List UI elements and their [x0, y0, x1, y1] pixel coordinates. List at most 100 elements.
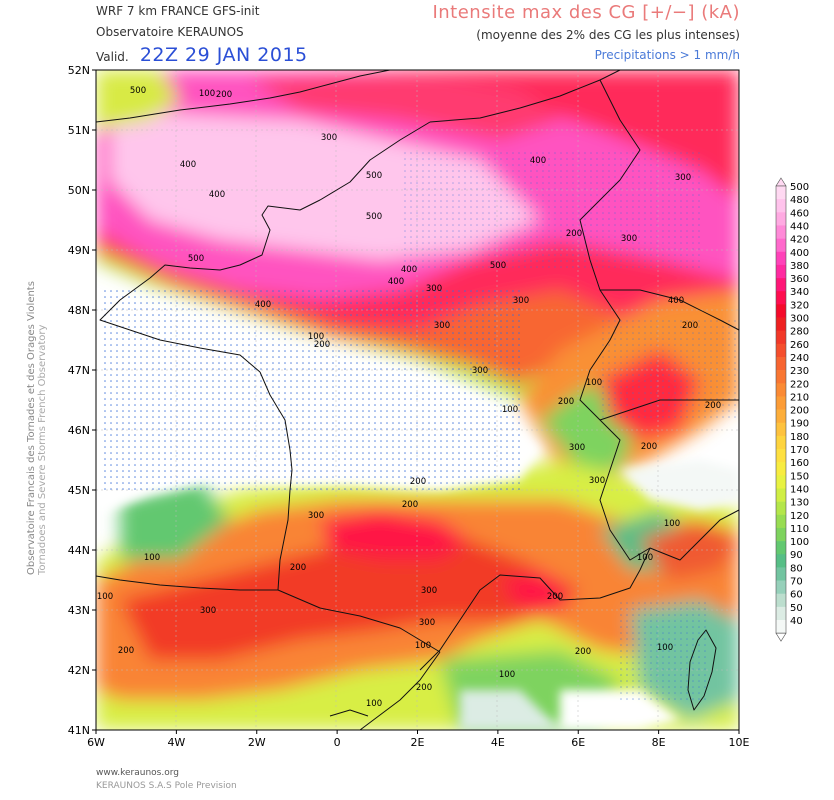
- footer-company: KERAUNOS S.A.S Pole Prevision: [96, 781, 237, 791]
- latitude-tick-label: 44N: [68, 544, 90, 557]
- contour-value-label: 300: [419, 618, 435, 628]
- contour-value-label: 100: [97, 592, 113, 602]
- contour-value-label: 300: [200, 606, 216, 616]
- contour-value-label: 200: [682, 321, 698, 331]
- border-switzerland: [599, 289, 739, 421]
- legend-swatch: [776, 422, 786, 437]
- corsica: [687, 629, 717, 711]
- legend-value-label: 70: [790, 577, 803, 588]
- contour-value-label: 300: [434, 321, 450, 331]
- legend-swatch: [776, 186, 786, 200]
- contour-value-label: 100: [366, 699, 382, 709]
- legend-value-label: 230: [790, 366, 809, 377]
- contour-value-label: 500: [490, 261, 506, 271]
- legend-value-label: 110: [790, 524, 809, 535]
- legend-swatch: [776, 514, 786, 529]
- legend-value-label: 190: [790, 419, 809, 430]
- contour-value-label: 400: [180, 160, 196, 170]
- contour-value-label: 100: [499, 670, 515, 680]
- legend-value-label: 420: [790, 235, 809, 246]
- legend-swatch: [776, 199, 786, 213]
- contour-value-label: 200: [290, 563, 306, 573]
- precipitation-note: Precipitations > 1 mm/h: [594, 48, 740, 62]
- legend-swatch: [776, 488, 786, 502]
- color-legend: 500 480 460 440 420 400 380 360 340 320 300 280 260 2…: [775, 177, 809, 642]
- legend-swatch: [776, 593, 786, 608]
- coastline-brittany: [99, 277, 261, 373]
- coastline-atlantic: [259, 371, 293, 591]
- legend-swatch: [776, 278, 786, 292]
- legend-value-label: 210: [790, 392, 809, 403]
- observatory-title: Observatoire KERAUNOS: [96, 25, 244, 39]
- border-france-spain: [277, 589, 441, 653]
- legend-value-label: 140: [790, 484, 809, 495]
- legend-value-label: 500: [790, 182, 809, 193]
- contour-value-label: 400: [530, 156, 546, 166]
- legend-swatch: [776, 409, 786, 424]
- legend-swatch: [776, 225, 786, 239]
- longitude-tick-label: 0: [334, 736, 341, 749]
- contour-value-label: 400: [388, 277, 404, 287]
- contour-value-label: 400: [209, 190, 225, 200]
- longitude-tick-label: 6W: [87, 736, 105, 749]
- legend-value-label: 460: [790, 208, 809, 219]
- legend-value-label: 340: [790, 287, 809, 298]
- legend-value-label: 200: [790, 406, 809, 417]
- coastline-spain-east: [359, 651, 441, 730]
- legend-value-label: 260: [790, 340, 809, 351]
- legend-value-label: 360: [790, 274, 809, 285]
- contour-value-label: 100: [199, 89, 215, 99]
- legend-swatch: [776, 449, 786, 463]
- valid-label: Valid.: [96, 50, 129, 64]
- legend-value-label: 480: [790, 195, 809, 206]
- contour-value-label: 200: [547, 592, 563, 602]
- legend-swatch: [776, 606, 786, 621]
- contour-value-label: 300: [472, 366, 488, 376]
- contour-value-label: 100: [502, 405, 518, 415]
- legend-value-label: 440: [790, 221, 809, 232]
- contour-value-label: 200: [416, 683, 432, 693]
- legend-swatch: [776, 356, 786, 371]
- contour-value-label: 200: [410, 477, 426, 487]
- intensity-field: [96, 70, 739, 730]
- coastline-channel-france: [149, 121, 431, 279]
- valid-time-row: Valid. 22Z 29 JAN 2015: [96, 44, 308, 66]
- contour-value-label: 200: [558, 397, 574, 407]
- legend-swatch: [776, 238, 786, 253]
- legend-swatch: [776, 304, 786, 318]
- latitude-tick-label: 50N: [68, 184, 90, 197]
- latitude-tick-label: 45N: [68, 484, 90, 497]
- parameter-subtitle: (moyenne des 2% des CG les plus intenses…: [476, 28, 740, 42]
- parameter-title: Intensite max des CG [+/−] (kA): [432, 2, 740, 23]
- contour-value-label: 300: [513, 296, 529, 306]
- legend-value-label: 180: [790, 432, 809, 443]
- legend-swatch: [776, 527, 786, 542]
- coastline-spain-north: [96, 575, 278, 591]
- contour-value-label: 200: [705, 401, 721, 411]
- contour-value-label: 100: [664, 519, 680, 529]
- legend-value-label: 90: [790, 550, 803, 561]
- latitude-tick-label: 42N: [68, 664, 90, 677]
- contour-value-label: 100: [637, 553, 653, 563]
- legend-value-label: 160: [790, 458, 809, 469]
- contour-value-label: 100: [144, 553, 160, 563]
- footer-website: www.keraunos.org: [96, 768, 179, 778]
- contour-value-label: 300: [621, 234, 637, 244]
- contour-value-label: 300: [426, 284, 442, 294]
- contour-value-label: 300: [675, 173, 691, 183]
- legend-swatch: [776, 370, 786, 384]
- model-title: WRF 7 km FRANCE GFS-init: [96, 4, 260, 18]
- contour-value-label: 100: [308, 332, 324, 342]
- legend-swatch: [776, 264, 786, 279]
- legend-swatch: [776, 475, 786, 489]
- latitude-tick-label: 41N: [68, 724, 90, 737]
- contour-value-label: 500: [130, 86, 146, 96]
- contour-value-label: 200: [118, 646, 134, 656]
- legend-swatch: [776, 462, 786, 476]
- contour-value-label: 300: [421, 586, 437, 596]
- legend-value-label: 130: [790, 498, 809, 509]
- legend-swatch: [776, 435, 786, 450]
- legend-swatch: [776, 567, 786, 581]
- legend-value-label: 60: [790, 590, 803, 601]
- contour-value-label: 200: [566, 229, 582, 239]
